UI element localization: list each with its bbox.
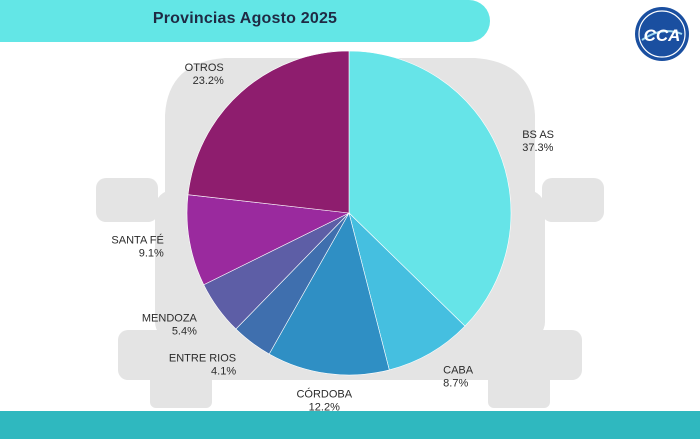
slice-value-otros: 23.2%	[193, 75, 224, 87]
slice-label-otros: OTROS	[185, 62, 224, 74]
page-title: Provincias Agosto 2025	[152, 10, 338, 27]
slice-value-bs-as: 37.3%	[522, 142, 553, 154]
pie-slice-caba	[348, 212, 466, 371]
pie-slice-santa-fe	[186, 194, 351, 286]
slice-label-bs-as: BS AS	[522, 129, 554, 141]
cca-logo: CCA	[635, 7, 689, 61]
pie-slice-bs-as	[348, 50, 512, 327]
slice-value-cordoba: 12.2%	[309, 401, 340, 413]
footer-bar	[0, 411, 700, 439]
slice-label-cordoba: CÓRDOBA	[296, 387, 352, 400]
pie-slices	[186, 50, 512, 376]
pie-slice-cordoba	[268, 212, 390, 376]
slice-label-santa-fe: SANTA FÉ	[111, 233, 163, 246]
slice-value-entre-rios: 4.1%	[211, 365, 236, 377]
logo-text: CCA	[644, 26, 681, 45]
header-bar	[0, 0, 490, 42]
slice-label-entre-rios: ENTRE RIOS	[169, 352, 236, 364]
slice-value-caba: 8.7%	[443, 378, 468, 390]
slice-label-mendoza: MENDOZA	[142, 313, 198, 325]
slice-value-santa-fe: 9.1%	[139, 247, 164, 259]
pie-slice-otros	[187, 50, 350, 214]
slice-value-mendoza: 5.4%	[172, 326, 197, 338]
slice-label-caba: CABA	[443, 365, 474, 377]
